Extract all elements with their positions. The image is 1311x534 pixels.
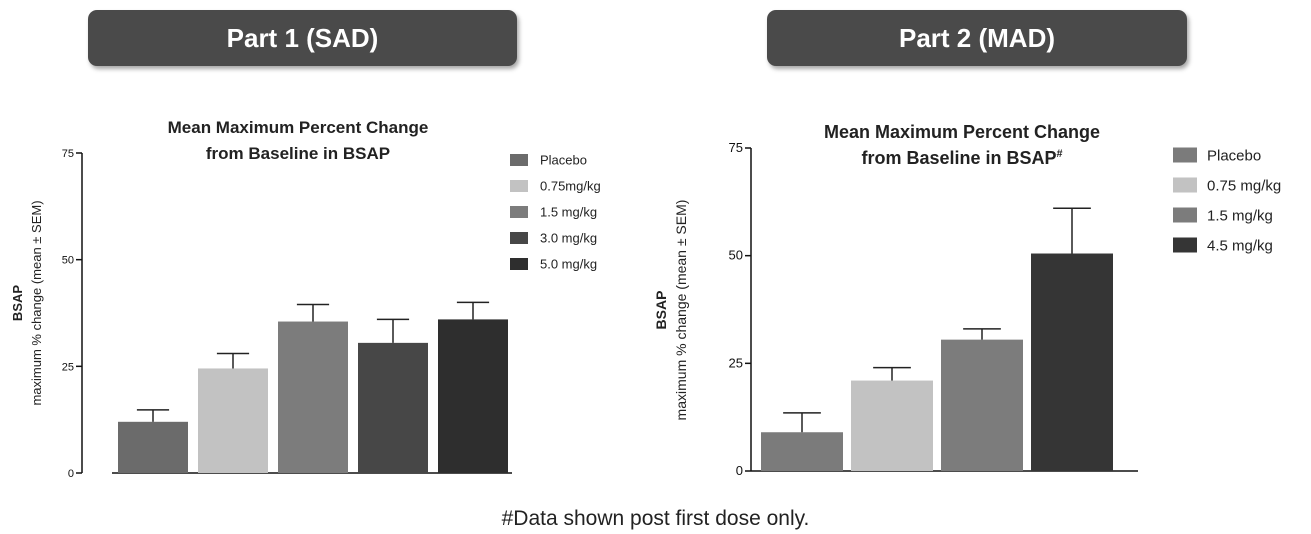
bar-1-5-mg-kg <box>941 339 1023 471</box>
bar-4-5-mg-kg <box>1031 253 1113 471</box>
legend-label: 5.0 mg/kg <box>540 257 597 272</box>
bar-placebo <box>761 432 843 471</box>
y-axis-label: BSAP <box>10 285 25 321</box>
y-tick-label: 25 <box>729 355 743 370</box>
legend-swatch <box>510 154 528 166</box>
legend-swatch <box>510 232 528 244</box>
legend-swatch <box>1173 177 1197 193</box>
bar-3-0-mg-kg <box>358 342 428 473</box>
legend-swatch <box>510 206 528 218</box>
y-axis-label: BSAP <box>653 291 669 330</box>
y-axis-label: maximum % change (mean ± SEM) <box>29 200 44 405</box>
legend-label: 0.75mg/kg <box>540 179 601 194</box>
y-tick-label: 75 <box>729 140 743 155</box>
legend-label: 4.5 mg/kg <box>1207 237 1273 254</box>
bar-placebo <box>118 421 188 473</box>
chart-title-line: from Baseline in BSAP <box>206 144 390 163</box>
legend-label: 1.5 mg/kg <box>1207 207 1273 224</box>
bar-5-0-mg-kg <box>438 319 508 473</box>
footnote: #Data shown post first dose only. <box>501 507 810 530</box>
y-tick-label: 50 <box>62 255 74 267</box>
bar-1-5-mg-kg <box>278 321 348 473</box>
y-tick-label: 0 <box>68 468 74 480</box>
y-axis-label: maximum % change (mean ± SEM) <box>673 200 689 421</box>
legend-swatch <box>1173 237 1197 253</box>
y-tick-label: 25 <box>62 361 74 373</box>
part-1-banner: Part 1 (SAD) <box>88 10 517 66</box>
legend-swatch <box>1173 147 1197 163</box>
bar-0-75-mg-kg <box>851 380 933 471</box>
part-2-banner: Part 2 (MAD) <box>767 10 1187 66</box>
y-tick-label: 0 <box>736 463 743 478</box>
bar-0-75mg-kg <box>198 368 268 473</box>
legend-swatch <box>1173 207 1197 223</box>
legend-label: 1.5 mg/kg <box>540 205 597 220</box>
legend-label: 3.0 mg/kg <box>540 231 597 246</box>
legend-swatch <box>510 180 528 192</box>
y-tick-label: 75 <box>62 148 74 160</box>
title-superscript: # <box>1057 148 1063 160</box>
y-tick-label: 50 <box>729 248 743 263</box>
legend-swatch <box>510 258 528 270</box>
chart-title-line: Mean Maximum Percent Change <box>168 118 429 137</box>
legend-label: Placebo <box>540 153 587 168</box>
chart-title-line: Mean Maximum Percent Change <box>824 122 1100 142</box>
legend-label: 0.75 mg/kg <box>1207 177 1281 194</box>
chart-title-line: from Baseline in BSAP# <box>861 148 1062 168</box>
legend-label: Placebo <box>1207 147 1261 164</box>
